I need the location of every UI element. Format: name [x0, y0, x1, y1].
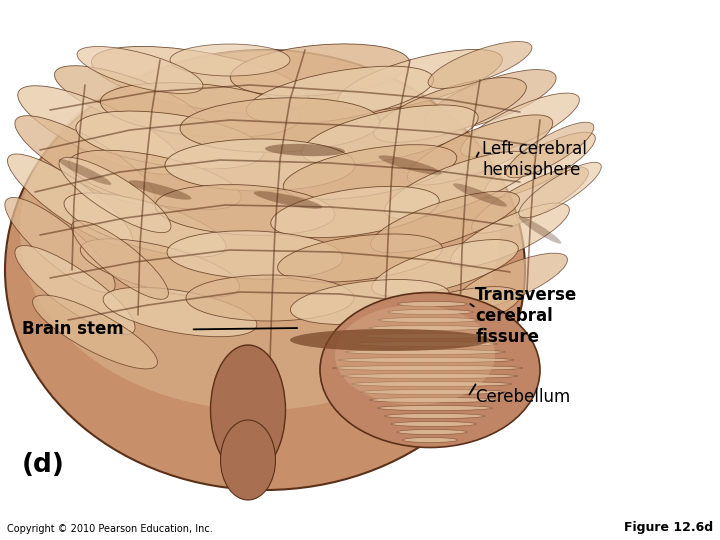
Ellipse shape: [180, 98, 380, 152]
Ellipse shape: [103, 287, 257, 337]
Ellipse shape: [283, 145, 456, 199]
Ellipse shape: [165, 139, 355, 191]
Ellipse shape: [428, 42, 532, 89]
Ellipse shape: [220, 420, 276, 500]
Ellipse shape: [69, 150, 241, 210]
Ellipse shape: [485, 132, 595, 198]
Ellipse shape: [346, 349, 505, 354]
Ellipse shape: [338, 50, 503, 111]
Text: Brain stem: Brain stem: [22, 320, 123, 339]
Ellipse shape: [290, 280, 449, 325]
Ellipse shape: [59, 157, 171, 233]
Ellipse shape: [361, 389, 506, 395]
Ellipse shape: [91, 46, 308, 113]
Ellipse shape: [55, 66, 205, 134]
Ellipse shape: [397, 301, 467, 307]
Ellipse shape: [338, 357, 513, 362]
Ellipse shape: [15, 246, 135, 334]
Ellipse shape: [388, 309, 473, 314]
Ellipse shape: [391, 422, 476, 427]
Ellipse shape: [271, 186, 439, 238]
Ellipse shape: [353, 341, 498, 347]
Ellipse shape: [320, 293, 540, 448]
Ellipse shape: [32, 295, 158, 369]
Ellipse shape: [100, 83, 300, 137]
Ellipse shape: [64, 193, 226, 257]
Ellipse shape: [397, 429, 467, 435]
Ellipse shape: [408, 115, 553, 185]
Ellipse shape: [253, 191, 323, 209]
Ellipse shape: [167, 231, 343, 279]
Text: Figure 12.6d: Figure 12.6d: [624, 521, 713, 534]
Ellipse shape: [380, 287, 520, 338]
Ellipse shape: [518, 217, 562, 244]
Ellipse shape: [290, 329, 490, 351]
Text: Left cerebral
hemisphere: Left cerebral hemisphere: [482, 140, 588, 179]
Ellipse shape: [333, 366, 523, 370]
Ellipse shape: [302, 105, 478, 165]
Ellipse shape: [379, 156, 441, 175]
Ellipse shape: [384, 151, 536, 219]
Ellipse shape: [5, 198, 115, 293]
Text: Copyright © 2010 Pearson Education, Inc.: Copyright © 2010 Pearson Education, Inc.: [7, 523, 213, 534]
Ellipse shape: [170, 44, 290, 76]
Ellipse shape: [230, 44, 410, 96]
Ellipse shape: [424, 70, 556, 131]
Text: Cerebellum: Cerebellum: [475, 388, 570, 406]
Ellipse shape: [58, 159, 112, 185]
Ellipse shape: [402, 437, 457, 442]
Ellipse shape: [384, 414, 485, 418]
Ellipse shape: [210, 345, 286, 475]
Ellipse shape: [265, 144, 345, 156]
Ellipse shape: [15, 116, 155, 204]
Ellipse shape: [453, 184, 507, 207]
Ellipse shape: [5, 50, 525, 490]
Ellipse shape: [80, 239, 240, 297]
Text: Transverse
cerebral
fissure: Transverse cerebral fissure: [475, 286, 577, 346]
Ellipse shape: [379, 318, 479, 322]
Ellipse shape: [461, 93, 580, 157]
Ellipse shape: [472, 167, 588, 233]
Ellipse shape: [76, 111, 264, 169]
Ellipse shape: [372, 240, 518, 296]
Ellipse shape: [77, 46, 203, 93]
Ellipse shape: [453, 253, 567, 311]
Ellipse shape: [0, 0, 60, 60]
Ellipse shape: [369, 397, 500, 402]
Ellipse shape: [20, 50, 500, 410]
Ellipse shape: [369, 326, 485, 330]
Ellipse shape: [7, 154, 132, 246]
Ellipse shape: [361, 334, 490, 339]
Ellipse shape: [129, 180, 192, 200]
Ellipse shape: [278, 234, 442, 282]
Ellipse shape: [451, 203, 570, 267]
Ellipse shape: [155, 185, 335, 235]
Ellipse shape: [371, 191, 519, 253]
Ellipse shape: [506, 122, 594, 178]
Ellipse shape: [518, 163, 601, 218]
Ellipse shape: [246, 66, 433, 124]
Text: (d): (d): [22, 452, 65, 478]
Ellipse shape: [342, 374, 517, 379]
Ellipse shape: [374, 78, 526, 143]
Ellipse shape: [377, 406, 492, 410]
Ellipse shape: [71, 221, 168, 299]
Ellipse shape: [186, 275, 354, 321]
Ellipse shape: [335, 305, 495, 405]
Ellipse shape: [18, 86, 182, 174]
Ellipse shape: [351, 381, 512, 387]
